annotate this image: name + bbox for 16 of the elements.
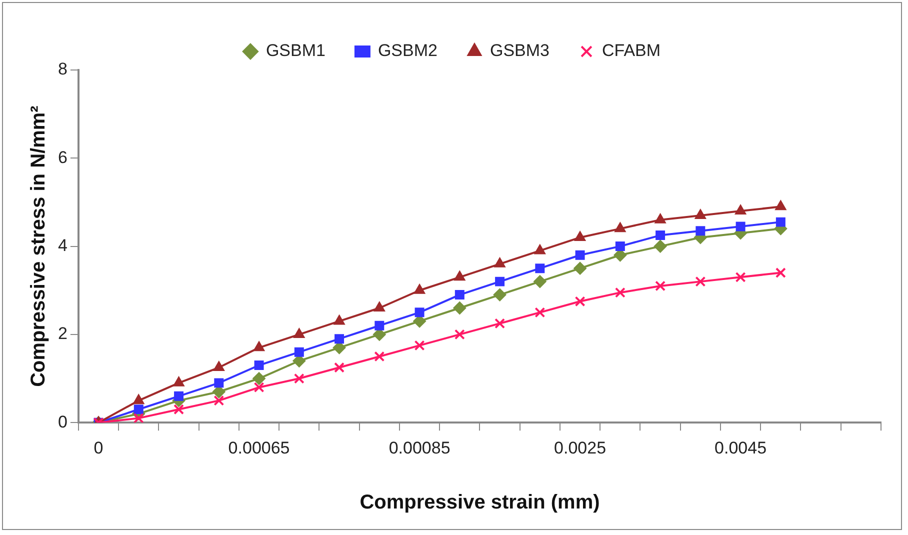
y-tick-label: 8 — [58, 60, 68, 79]
legend-label: GSBM2 — [378, 41, 438, 60]
x-tick-label: 0.0045 — [714, 438, 767, 458]
y-tick-label: 6 — [58, 148, 68, 167]
legend-label: GSBM3 — [490, 41, 550, 60]
x-axis-title: Compressive strain (mm) — [360, 492, 600, 514]
x-tick-label: 0 — [94, 438, 104, 458]
legend-label: GSBM1 — [266, 41, 326, 60]
y-tick-label: 2 — [58, 324, 68, 344]
x-tick-label: 0.0025 — [554, 438, 606, 458]
y-axis-title: Compressive stress in N/mm² — [28, 105, 50, 387]
x-tick-label: 0.00065 — [228, 438, 290, 458]
x-tick-label: 0.00085 — [388, 438, 450, 458]
y-tick-label: 4 — [58, 236, 68, 255]
y-tick-label: 0 — [58, 412, 68, 432]
legend-label: CFABM — [602, 41, 661, 60]
